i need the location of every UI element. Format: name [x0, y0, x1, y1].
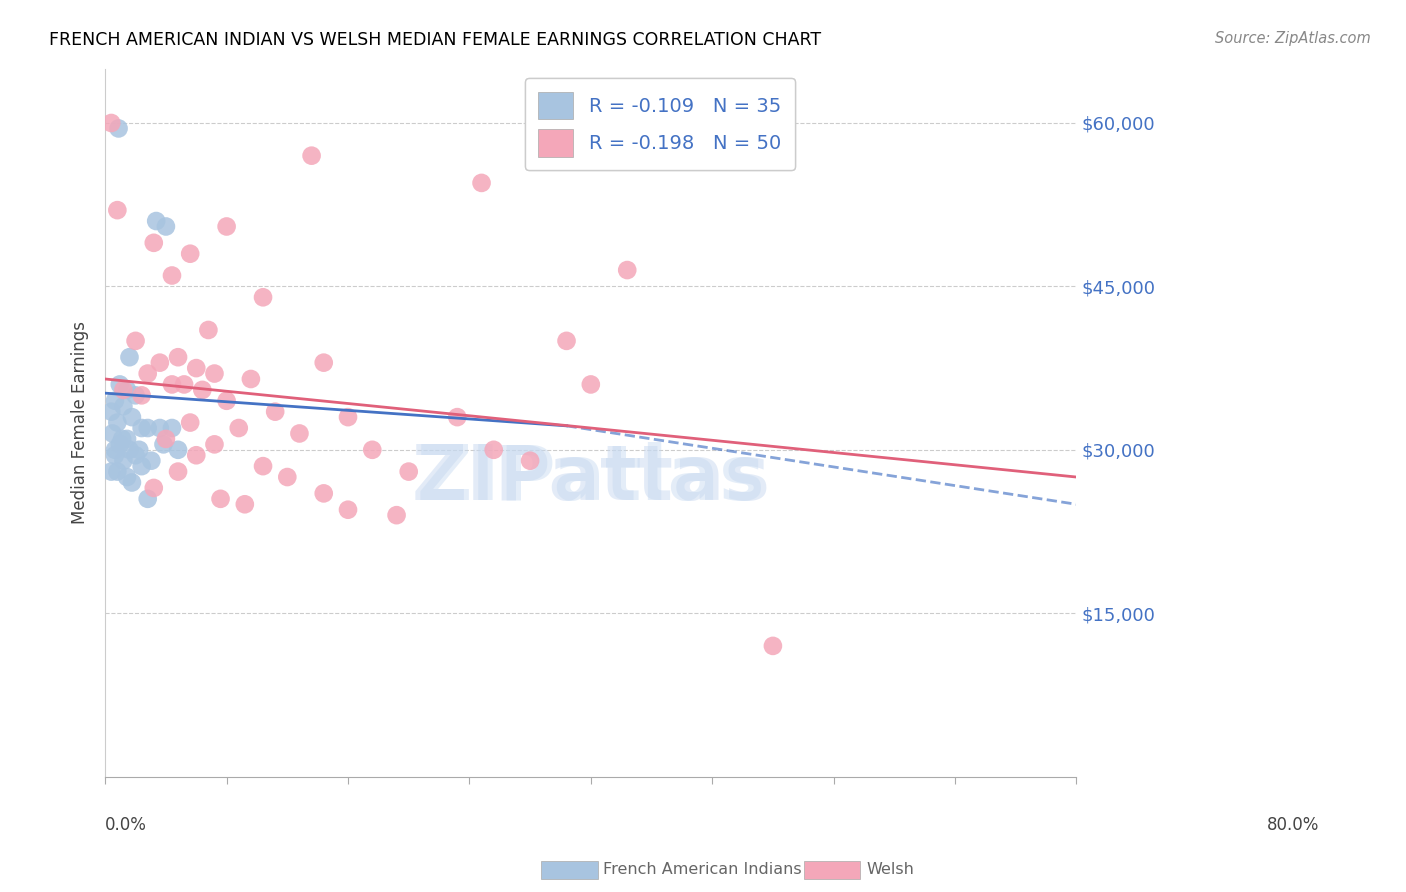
Point — [118, 350, 141, 364]
Point — [167, 465, 190, 479]
Point — [107, 121, 129, 136]
Point — [191, 383, 214, 397]
Point — [124, 334, 146, 348]
Point — [105, 203, 128, 218]
Point — [128, 442, 150, 457]
Point — [131, 388, 153, 402]
Point — [111, 432, 134, 446]
Point — [160, 377, 183, 392]
Point — [252, 459, 274, 474]
Text: ZIPattas: ZIPattas — [412, 442, 770, 516]
Point — [337, 502, 360, 516]
Point — [115, 432, 138, 446]
Point — [519, 453, 541, 467]
Point — [385, 508, 408, 523]
Point — [579, 377, 602, 392]
Text: French American Indians: French American Indians — [603, 863, 801, 877]
Point — [555, 334, 578, 348]
Point — [149, 421, 172, 435]
Point — [197, 323, 219, 337]
Point — [112, 399, 135, 413]
Point — [361, 442, 384, 457]
Point — [142, 481, 165, 495]
Point — [179, 416, 201, 430]
Point — [160, 268, 183, 283]
Point — [142, 235, 165, 250]
Point — [616, 263, 638, 277]
Point — [398, 465, 420, 479]
Point — [762, 639, 785, 653]
Point — [239, 372, 262, 386]
Point — [100, 405, 122, 419]
Point — [276, 470, 298, 484]
Point — [121, 410, 143, 425]
Point — [288, 426, 311, 441]
Point — [136, 491, 159, 506]
Point — [228, 421, 250, 435]
Point — [152, 437, 174, 451]
Text: Source: ZipAtlas.com: Source: ZipAtlas.com — [1215, 31, 1371, 46]
Point — [112, 453, 135, 467]
Point — [186, 448, 208, 462]
Point — [105, 465, 128, 479]
Point — [167, 350, 190, 364]
Point — [446, 410, 468, 425]
Point — [136, 421, 159, 435]
Point — [264, 405, 287, 419]
Point — [131, 421, 153, 435]
Legend: R = -0.109   N = 35, R = -0.198   N = 50: R = -0.109 N = 35, R = -0.198 N = 50 — [524, 78, 794, 170]
Point — [115, 383, 138, 397]
Point — [131, 459, 153, 474]
Point — [215, 393, 238, 408]
Point — [233, 497, 256, 511]
Point — [482, 442, 505, 457]
Point — [337, 410, 360, 425]
Point — [312, 356, 335, 370]
Point — [215, 219, 238, 234]
Point — [104, 442, 127, 457]
Text: ZIPatlas: ZIPatlas — [416, 442, 765, 516]
Point — [186, 361, 208, 376]
Point — [204, 367, 226, 381]
Point — [204, 437, 226, 451]
Text: FRENCH AMERICAN INDIAN VS WELSH MEDIAN FEMALE EARNINGS CORRELATION CHART: FRENCH AMERICAN INDIAN VS WELSH MEDIAN F… — [49, 31, 821, 49]
Point — [100, 116, 122, 130]
Point — [104, 393, 127, 408]
Point — [149, 356, 172, 370]
Y-axis label: Median Female Earnings: Median Female Earnings — [72, 321, 89, 524]
Point — [108, 377, 131, 392]
Point — [100, 465, 122, 479]
Point — [141, 453, 163, 467]
Point — [252, 290, 274, 304]
Text: Welsh: Welsh — [866, 863, 914, 877]
Point — [101, 426, 124, 441]
Text: 0.0%: 0.0% — [105, 815, 148, 833]
Point — [104, 448, 127, 462]
Point — [136, 367, 159, 381]
Point — [115, 470, 138, 484]
Point — [124, 388, 146, 402]
Point — [167, 442, 190, 457]
Point — [155, 432, 177, 446]
Point — [179, 246, 201, 260]
Point — [173, 377, 195, 392]
Point — [209, 491, 232, 506]
Point — [108, 437, 131, 451]
Point — [470, 176, 492, 190]
Point — [118, 442, 141, 457]
Text: 80.0%: 80.0% — [1267, 815, 1319, 833]
Point — [160, 421, 183, 435]
Point — [312, 486, 335, 500]
Point — [124, 448, 146, 462]
Point — [145, 214, 167, 228]
Point — [121, 475, 143, 490]
Point — [301, 149, 323, 163]
Point — [105, 416, 128, 430]
Point — [112, 383, 135, 397]
Point — [155, 219, 177, 234]
